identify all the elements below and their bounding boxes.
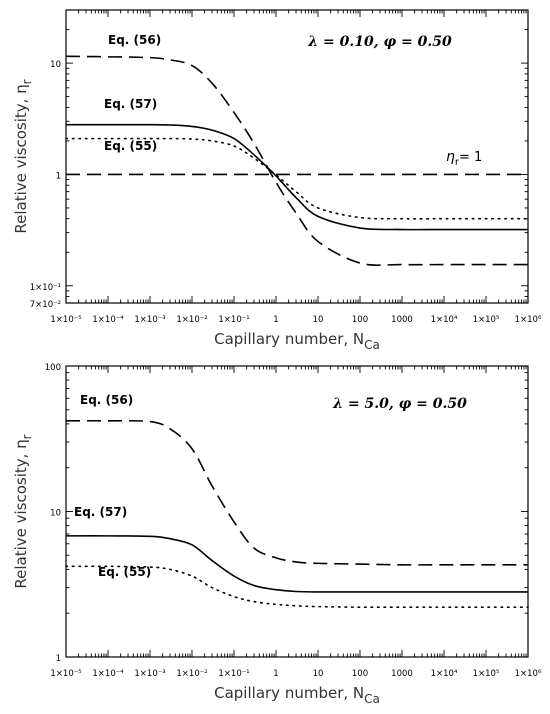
x-tick-label: 10 [313, 669, 324, 679]
x-tick-label: 1 [273, 669, 278, 679]
x-tick-label: 1×10⁶ [515, 315, 542, 325]
parameter-label: λ = 0.10, φ = 0.50 [307, 34, 452, 50]
y-axis-label: Relative viscosity, ηr [12, 79, 34, 233]
x-tick-label: 1×10⁵ [473, 669, 500, 679]
series-annotation: Eq. (56) [108, 33, 161, 47]
x-tick-label: 1×10⁻² [176, 315, 207, 325]
series-line-1 [65, 419, 528, 566]
series-annotation: Eq. (57) [104, 97, 157, 111]
x-tick-label: 100 [352, 315, 368, 325]
x-tick-label: 1×10⁻³ [134, 669, 165, 679]
y-tick-label: 1 [56, 654, 61, 664]
x-tick-label: 100 [352, 669, 368, 679]
x-tick-label: 1×10⁻⁵ [50, 669, 81, 679]
x-tick-label: 1×10⁶ [515, 669, 542, 679]
x-axis-label: Capillary number, NCa [214, 330, 380, 352]
y-axis-label: Relative viscosity, ηr [12, 434, 34, 588]
y-tick-label: 1 [56, 171, 61, 181]
series-line-1 [65, 55, 528, 266]
series-annotation: ηr= 1 [446, 149, 482, 168]
series-annotation: Eq. (55) [104, 139, 157, 153]
series-annotation: Eq. (57) [74, 505, 127, 519]
series-line-2 [65, 123, 528, 231]
y-tick-label: 1×10⁻¹ [30, 283, 61, 293]
chart-panel-1: 1×10⁻⁵ 1×10⁻⁴ 1×10⁻³ 1×10⁻² 1×10⁻¹ 1 10 100 1000… [12, 9, 542, 352]
x-tick-label: 1 [273, 315, 278, 325]
series-line-2 [65, 535, 528, 593]
x-tick-label: 10 [313, 315, 324, 325]
x-tick-label: 1×10⁻⁴ [92, 315, 124, 325]
parameter-label: λ = 5.0, φ = 0.50 [332, 396, 467, 412]
x-tick-label: 1×10⁻³ [134, 315, 165, 325]
x-axis-label: Capillary number, NCa [214, 684, 380, 706]
series-line-3 [65, 565, 529, 609]
x-tick-label: 1×10⁴ [431, 669, 458, 679]
x-tick-label: 1000 [391, 669, 413, 679]
plot-frame [65, 9, 529, 304]
x-tick-label: 1×10⁴ [431, 315, 458, 325]
y-tick-label: 7×10⁻² [30, 300, 61, 310]
y-tick-label: 10 [50, 60, 61, 70]
x-tick-label: 1×10⁵ [473, 315, 500, 325]
x-tick-label: 1×10⁻¹ [218, 669, 249, 679]
series-annotation: Eq. (56) [80, 393, 133, 407]
x-tick-label: 1×10⁻¹ [218, 315, 249, 325]
series-annotation: Eq. (55) [98, 565, 151, 579]
y-tick-label: 10 [50, 509, 61, 519]
x-tick-label: 1×10⁻⁴ [92, 669, 124, 679]
chart-panel-2: 1×10⁻⁵ 1×10⁻⁴ 1×10⁻³ 1×10⁻² 1×10⁻¹ 1 10 100 1000… [12, 363, 542, 706]
x-tick-label: 1×10⁻⁵ [50, 315, 81, 325]
y-tick-label: 100 [45, 363, 61, 373]
x-tick-label: 1×10⁻² [176, 669, 207, 679]
x-tick-label: 1000 [391, 315, 413, 325]
